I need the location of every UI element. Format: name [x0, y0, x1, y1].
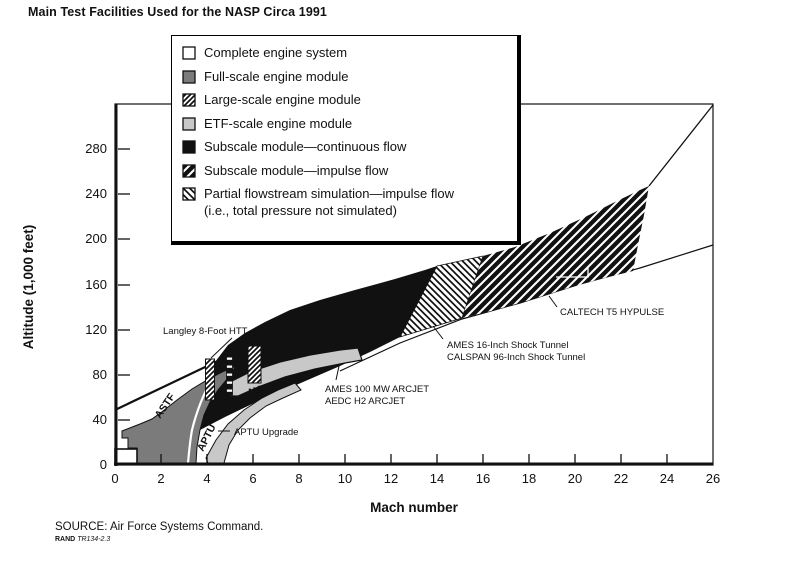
langley-htt-bar-3: [247, 345, 262, 384]
annotation-aptu-upgrade: APTU Upgrade: [234, 427, 298, 438]
flight-corridor-lower-line: [339, 244, 714, 372]
impulse-region-step-detail: [556, 268, 589, 278]
annotation-caltech-hypulse: CALTECH T5 HYPULSE: [560, 307, 664, 318]
source-text: SOURCE: Air Force Systems Command.: [55, 521, 264, 533]
legend-box: Complete engine system Full-scale engine…: [171, 35, 521, 245]
annotation-ames-shock-tunnel: AMES 16-Inch Shock Tunnel: [447, 340, 568, 351]
legend-label: Complete engine system: [204, 45, 348, 60]
langley-leader-1: [210, 337, 233, 359]
legend-label: Large-scale engine module: [204, 92, 361, 107]
y-axis-ticks: [118, 148, 130, 421]
y-axis-title: Altitude (1,000 feet): [21, 225, 36, 350]
shock-tunnel-leader: [432, 325, 444, 340]
x-tick-label: 10: [338, 471, 352, 486]
legend-label-line2: (i.e., total pressure not simulated): [204, 203, 397, 218]
x-tick-label: 12: [384, 471, 398, 486]
region-complete-engine-system: [114, 448, 138, 465]
region-etf-nasp-ete: [228, 347, 363, 397]
x-tick-label: 8: [295, 471, 302, 486]
x-tick-label: 14: [430, 471, 444, 486]
x-tick-label: 20: [568, 471, 582, 486]
legend-item-etf-scale: ETF-scale engine module: [182, 115, 517, 132]
x-tick-label: 4: [203, 471, 210, 486]
flight-corridor-upper-line-right: [648, 104, 714, 187]
x-axis-ticks: [160, 454, 668, 463]
rand-credit-prefix: RAND: [55, 536, 76, 543]
swatch-full-scale: [182, 69, 196, 84]
legend-item-subscale-impulse: Subscale module—impulse flow: [182, 162, 517, 179]
y-tick-label: 40: [93, 412, 107, 427]
caltech-leader: [548, 295, 558, 308]
legend-item-full-scale: Full-scale engine module: [182, 68, 517, 85]
legend-label: Full-scale engine module: [204, 68, 349, 84]
x-tick-label: 26: [706, 471, 720, 486]
y-tick-label: 0: [100, 457, 107, 472]
x-tick-label: 16: [476, 471, 490, 486]
annotation-ames-arcjet: AMES 100 MW ARCJET: [325, 384, 429, 395]
rand-credit-doc-id: TR134-2.3: [77, 536, 111, 543]
langley-htt-bar-2: [226, 356, 233, 396]
swatch-etf-scale: [182, 116, 196, 131]
rand-credit: RAND TR134-2.3: [55, 536, 110, 543]
legend-label: Subscale module—impulse flow: [204, 162, 389, 178]
y-tick-label: 200: [85, 231, 107, 246]
y-tick-label: 160: [85, 277, 107, 292]
legend-item-partial-flowstream: Partial flowstream simulation—impulse fl…: [182, 185, 517, 219]
swatch-subscale-impulse: [182, 163, 196, 178]
x-tick-label: 24: [660, 471, 674, 486]
page-title: Main Test Facilities Used for the NASP C…: [28, 5, 327, 19]
swatch-subscale-continuous: [182, 140, 196, 154]
legend-item-large-scale: Large-scale engine module: [182, 91, 517, 108]
annotation-langley-htt: Langley 8-Foot HTT: [163, 326, 248, 337]
y-tick-label: 280: [85, 141, 107, 156]
legend-label: Partial flowstream simulation—impulse fl…: [204, 186, 454, 201]
swatch-complete-engine: [182, 46, 196, 60]
langley-leader-2: [243, 337, 254, 346]
x-tick-label: 2: [157, 471, 164, 486]
x-tick-label: 0: [111, 471, 118, 486]
arcjet-leader: [335, 365, 340, 381]
x-tick-label: 6: [249, 471, 256, 486]
legend-item-subscale-continuous: Subscale module—continuous flow: [182, 138, 517, 155]
region-subscale-impulse: [462, 186, 649, 318]
legend-item-complete-engine: Complete engine system: [182, 44, 517, 61]
y-tick-label: 240: [85, 186, 107, 201]
x-tick-label: 22: [614, 471, 628, 486]
x-axis-title: Mach number: [370, 500, 459, 515]
annotation-aedc-arcjet: AEDC H2 ARCJET: [325, 396, 405, 407]
y-tick-label: 80: [93, 367, 107, 382]
y-tick-label: 120: [85, 322, 107, 337]
legend-label: Subscale module—continuous flow: [204, 139, 407, 154]
swatch-large-scale: [182, 93, 196, 107]
langley-htt-bar-1: [205, 358, 215, 401]
region-etf-aptu-upgrade: [205, 382, 302, 464]
legend-label: ETF-scale engine module: [204, 115, 353, 131]
annotation-calspan-shock-tunnel: CALSPAN 96-Inch Shock Tunnel: [447, 352, 585, 363]
swatch-partial-flowstream: [182, 187, 196, 201]
x-tick-label: 18: [522, 471, 536, 486]
legend-label-two-line: Partial flowstream simulation—impulse fl…: [204, 185, 454, 219]
